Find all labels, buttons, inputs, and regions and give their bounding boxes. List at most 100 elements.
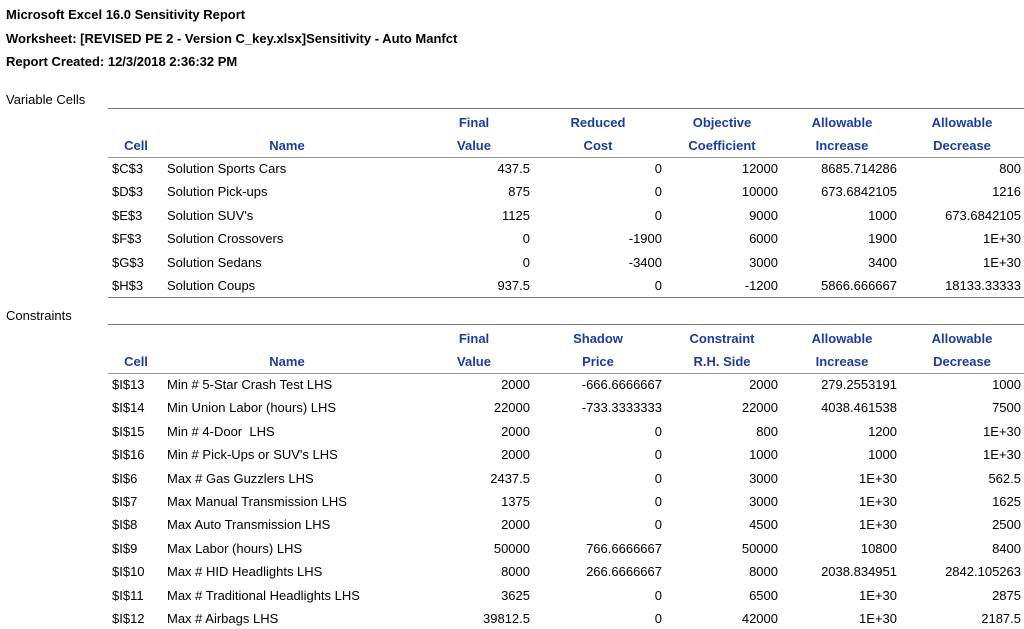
cell-value: 5866.666667 bbox=[821, 278, 897, 293]
cell-value: 4500 bbox=[749, 517, 778, 533]
cell-ref: $D$3 bbox=[112, 184, 144, 200]
column-header: Value bbox=[457, 354, 491, 369]
section-title: Variable Cells bbox=[6, 92, 86, 107]
rule bbox=[108, 108, 1024, 109]
cell-value: 0 bbox=[654, 207, 662, 223]
cell-value: 50000 bbox=[493, 540, 530, 556]
cell-ref: $I$11 bbox=[112, 587, 144, 603]
row-name: Max # Airbags LHS bbox=[167, 611, 279, 626]
cell-value: 2500 bbox=[992, 517, 1021, 533]
cell-value: 673.6842105 bbox=[821, 184, 897, 200]
cell-value: 1E+30 bbox=[983, 254, 1021, 270]
cell-value: 0 bbox=[654, 161, 662, 176]
cell-ref: $H$3 bbox=[112, 278, 144, 293]
cell-ref: $I$10 bbox=[112, 564, 145, 580]
column-header: Increase bbox=[815, 138, 869, 153]
cell-value: 1E+30 bbox=[983, 447, 1021, 463]
cell-value: 0 bbox=[654, 587, 662, 603]
column-header: Allowable bbox=[931, 115, 993, 130]
rule bbox=[108, 324, 1024, 325]
row-name: Max # Traditional Headlights LHS bbox=[167, 587, 360, 603]
column-header: Cell bbox=[124, 354, 148, 369]
cell-value: 0 bbox=[654, 447, 662, 463]
cell-value: 6000 bbox=[749, 231, 778, 247]
cell-ref: $I$15 bbox=[112, 423, 145, 439]
row-name: Max # HID Headlights LHS bbox=[167, 564, 323, 580]
cell-value: 562.5 bbox=[988, 470, 1021, 486]
column-header: Increase bbox=[815, 354, 869, 369]
cell-value: 18133.33333 bbox=[945, 278, 1021, 293]
cell-value: 0 bbox=[654, 423, 662, 439]
cell-value: 266.6666667 bbox=[586, 564, 662, 580]
report-title: Worksheet: [REVISED PE 2 - Version C_key… bbox=[6, 30, 458, 46]
cell-value: 1E+30 bbox=[859, 587, 897, 603]
column-header: Shadow bbox=[573, 331, 623, 346]
cell-value: 2038.834951 bbox=[821, 564, 897, 580]
cell-value: 0 bbox=[654, 611, 662, 626]
cell-value: 766.6666667 bbox=[586, 540, 662, 556]
row-name: Solution Pick-ups bbox=[167, 184, 268, 200]
cell-value: 2000 bbox=[501, 377, 530, 392]
column-header: Decrease bbox=[933, 138, 991, 153]
cell-ref: $I$6 bbox=[112, 470, 138, 486]
cell-value: 42000 bbox=[741, 611, 778, 626]
cell-value: 2437.5 bbox=[490, 470, 530, 486]
cell-value: 0 bbox=[654, 470, 662, 486]
cell-value: 800 bbox=[756, 423, 778, 439]
column-header: Final bbox=[458, 115, 490, 130]
column-header: Allowable bbox=[931, 331, 993, 346]
cell-value: 1375 bbox=[501, 494, 530, 509]
cell-value: 8400 bbox=[992, 540, 1021, 556]
column-header: Objective bbox=[692, 115, 752, 130]
column-header: Price bbox=[582, 354, 614, 369]
cell-value: 7500 bbox=[992, 400, 1021, 416]
cell-value: 3000 bbox=[749, 470, 778, 486]
column-header: Cost bbox=[583, 138, 613, 153]
rule bbox=[108, 297, 1024, 298]
cell-value: 1E+30 bbox=[859, 517, 897, 533]
cell-value: 1000 bbox=[749, 447, 778, 463]
cell-value: 1E+30 bbox=[983, 423, 1021, 439]
cell-value: 2000 bbox=[501, 517, 530, 533]
cell-value: 2000 bbox=[501, 447, 530, 463]
cell-value: 875 bbox=[508, 184, 530, 200]
column-header: Name bbox=[269, 138, 305, 153]
row-name: Min # 4-Door LHS bbox=[167, 423, 275, 439]
cell-value: 8000 bbox=[501, 564, 530, 580]
column-header: Decrease bbox=[933, 354, 991, 369]
column-header: Value bbox=[457, 138, 491, 153]
cell-value: 1125 bbox=[502, 207, 530, 223]
cell-ref: $I$12 bbox=[112, 611, 145, 626]
column-header: R.H. Side bbox=[693, 354, 751, 369]
cell-value: 1000 bbox=[992, 377, 1021, 392]
cell-value: 50000 bbox=[741, 540, 778, 556]
row-name: Solution Sports Cars bbox=[167, 161, 287, 176]
cell-value: 0 bbox=[654, 278, 662, 293]
cell-ref: $I$8 bbox=[112, 517, 138, 533]
cell-value: 0 bbox=[654, 184, 662, 200]
cell-value: 10800 bbox=[860, 540, 897, 556]
cell-value: 2875 bbox=[992, 587, 1021, 603]
cell-value: 2187.5 bbox=[981, 611, 1021, 626]
column-header: Final bbox=[458, 331, 490, 346]
cell-value: 1200 bbox=[868, 423, 897, 439]
column-header: Name bbox=[269, 354, 305, 369]
cell-value: 0 bbox=[654, 494, 662, 509]
column-header: Allowable bbox=[811, 331, 873, 346]
cell-value: 3400 bbox=[868, 254, 897, 270]
cell-value: 1E+30 bbox=[859, 470, 897, 486]
column-header: Reduced bbox=[570, 115, 626, 130]
row-name: Solution SUV's bbox=[167, 207, 254, 223]
row-name: Solution Crossovers bbox=[167, 231, 284, 247]
row-name: Max Manual Transmission LHS bbox=[167, 494, 347, 509]
cell-ref: $I$13 bbox=[112, 377, 145, 392]
cell-value: -3400 bbox=[628, 254, 662, 270]
cell-ref: $I$9 bbox=[112, 540, 138, 556]
report-title: Microsoft Excel 16.0 Sensitivity Report bbox=[6, 7, 246, 22]
column-header: Coefficient bbox=[688, 138, 756, 153]
cell-value: 0 bbox=[522, 231, 530, 247]
row-name: Min # 5-Star Crash Test LHS bbox=[167, 377, 333, 392]
rule bbox=[108, 373, 1024, 374]
row-name: Max Auto Transmission LHS bbox=[167, 517, 331, 533]
cell-value: 279.2553191 bbox=[821, 377, 897, 392]
